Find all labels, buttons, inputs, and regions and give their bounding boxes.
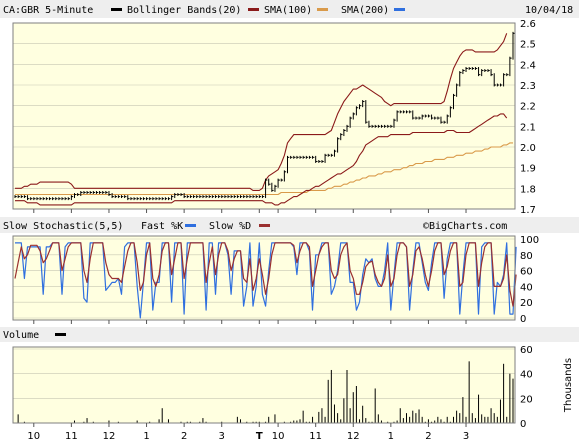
- slow-d-line: [14, 242, 517, 307]
- x-tick-label: 3: [219, 431, 225, 442]
- volume-plot: [17, 361, 514, 423]
- x-tick-label: 1: [388, 431, 394, 442]
- stoch-y-tick-label: 40: [520, 282, 533, 293]
- sma100-line: [15, 142, 513, 196]
- price-plot-area: [13, 23, 515, 209]
- symbol-label: CA:GBR 5-Minute: [3, 5, 93, 16]
- price-y-tick-label: 2.0: [520, 143, 536, 154]
- x-tick-label: 10: [272, 431, 285, 442]
- x-tick-label: 2: [181, 431, 187, 442]
- price-y-tick-label: 2.6: [520, 19, 536, 30]
- stoch-plot-border: [12, 235, 516, 321]
- stoch-y-tick-label: 60: [520, 267, 533, 278]
- slow-d-legend-label: Slow %D: [209, 221, 251, 232]
- price-y-tick-label: 2.2: [520, 102, 536, 113]
- watermark: ©BigCharts.com: [423, 221, 507, 232]
- price-y-tick-label: 2.3: [520, 81, 536, 92]
- price-plot: [14, 31, 515, 206]
- x-tick-label: 2: [425, 431, 431, 442]
- x-tick-label: 1: [143, 431, 149, 442]
- x-tick-label: 11: [65, 431, 78, 442]
- volume-unit-label: Thousands: [563, 358, 574, 413]
- price-y-tick-label: 2.1: [520, 122, 536, 133]
- sma200-legend-label: SMA(200): [341, 5, 389, 16]
- sma200-legend-swatch: [394, 8, 405, 11]
- x-tick-label: 3: [463, 431, 469, 442]
- price-y-tick-label: 1.9: [520, 164, 536, 175]
- volume-y-tick-label: 40: [520, 370, 533, 381]
- stoch-y-tick-label: 20: [520, 298, 533, 309]
- x-tick-label: 11: [309, 431, 322, 442]
- stoch-title: Slow Stochastic(5,5): [3, 221, 123, 232]
- stoch-legend: Slow Stochastic(5,5) Fast %K Slow %D ©Bi…: [3, 221, 507, 232]
- volume-legend-swatch: [55, 333, 66, 336]
- bollinger-upper-line: [15, 33, 508, 191]
- price-legend: CA:GBR 5-Minute Bollinger Bands(20) SMA(…: [3, 5, 573, 16]
- x-tick-label: 12: [103, 431, 116, 442]
- x-tick-label: T: [256, 431, 263, 442]
- stoch-y-axis: 0 20 40 60 80 100: [520, 235, 539, 325]
- volume-legend: Volume: [3, 330, 66, 341]
- volume-plot-border: [12, 346, 516, 424]
- fast-k-legend-swatch: [185, 224, 196, 227]
- sma100-legend-swatch: [317, 8, 328, 11]
- price-y-tick-label: 2.4: [520, 60, 536, 71]
- x-tick-label: 12: [347, 431, 360, 442]
- stoch-y-tick-label: 100: [520, 235, 539, 246]
- volume-y-tick-label: 20: [520, 394, 533, 405]
- volume-plot-area: [13, 347, 515, 423]
- price-legend-swatch: [111, 8, 122, 11]
- volume-y-tick-label: 0: [520, 419, 526, 430]
- bollinger-legend-label: Bollinger Bands(20): [127, 5, 241, 16]
- x-tick-label: 10: [27, 431, 40, 442]
- slow-d-legend-swatch: [259, 224, 270, 227]
- volume-y-axis: 0 20 40 60: [520, 345, 533, 430]
- volume-y-tick-label: 60: [520, 345, 533, 356]
- price-y-tick-label: 1.8: [520, 184, 536, 195]
- price-y-axis: 1.7 1.8 1.9 2.0 2.1 2.2 2.3 2.4 2.5 2.6: [520, 19, 536, 216]
- bollinger-legend-swatch: [248, 8, 259, 11]
- price-y-tick-label: 1.7: [520, 205, 536, 216]
- price-plot-border: [12, 22, 516, 210]
- stoch-y-tick-label: 0: [520, 314, 526, 325]
- stoch-plot-area: [13, 236, 515, 320]
- price-header-bar: [0, 0, 579, 18]
- stoch-header-bar: [0, 217, 579, 233]
- price-y-tick-label: 2.5: [520, 40, 536, 51]
- stoch-plot: [14, 242, 517, 319]
- fast-k-legend-label: Fast %K: [141, 221, 183, 232]
- volume-title: Volume: [3, 330, 39, 341]
- stoch-y-tick-label: 80: [520, 251, 533, 262]
- x-axis: 10 11 12 1 2 3 T 10 11 12 1 2 3: [27, 209, 469, 442]
- sma100-legend-label: SMA(100): [264, 5, 312, 16]
- bollinger-lower-line: [15, 113, 508, 206]
- volume-header-bar: [0, 327, 579, 342]
- chart-date: 10/04/18: [525, 5, 573, 16]
